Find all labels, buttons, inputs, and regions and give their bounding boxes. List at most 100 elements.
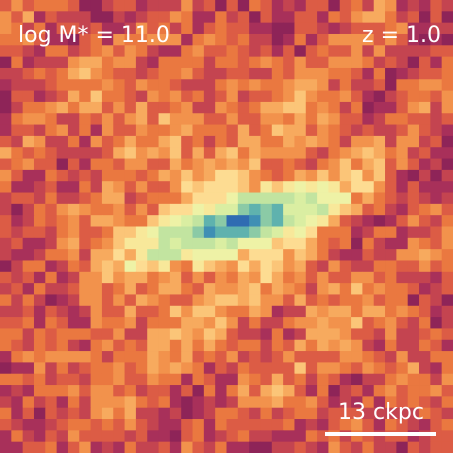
pixel bbox=[136, 136, 148, 148]
pixel bbox=[272, 79, 284, 91]
pixel bbox=[227, 11, 239, 23]
pixel bbox=[396, 204, 408, 216]
pixel bbox=[79, 294, 91, 306]
pixel bbox=[442, 159, 453, 171]
pixel bbox=[102, 272, 114, 284]
pixel bbox=[340, 283, 352, 295]
pixel bbox=[113, 249, 125, 261]
pixel bbox=[204, 136, 216, 148]
pixel bbox=[306, 272, 318, 284]
pixel bbox=[34, 260, 46, 272]
pixel bbox=[442, 408, 453, 420]
pixel bbox=[136, 11, 148, 23]
pixel bbox=[442, 294, 453, 306]
pixel bbox=[113, 159, 125, 171]
pixel bbox=[328, 11, 340, 23]
pixel bbox=[79, 249, 91, 261]
pixel bbox=[57, 374, 69, 386]
pixel bbox=[238, 351, 250, 363]
pixel bbox=[45, 193, 57, 205]
pixel bbox=[170, 125, 182, 137]
pixel bbox=[181, 396, 193, 408]
pixel bbox=[23, 294, 35, 306]
pixel bbox=[68, 362, 80, 374]
pixel bbox=[294, 238, 306, 250]
pixel bbox=[396, 294, 408, 306]
pixel bbox=[147, 147, 159, 159]
pixel bbox=[272, 328, 284, 340]
pixel bbox=[340, 159, 352, 171]
pixel bbox=[45, 136, 57, 148]
pixel bbox=[442, 91, 453, 103]
pixel bbox=[340, 306, 352, 318]
pixel bbox=[374, 91, 386, 103]
pixel bbox=[34, 204, 46, 216]
pixel bbox=[181, 249, 193, 261]
pixel bbox=[159, 204, 171, 216]
pixel bbox=[181, 113, 193, 125]
pixel bbox=[317, 374, 329, 386]
pixel bbox=[408, 113, 420, 125]
pixel bbox=[238, 102, 250, 114]
pixel bbox=[396, 159, 408, 171]
pixel bbox=[442, 328, 453, 340]
pixel bbox=[351, 215, 363, 227]
pixel bbox=[249, 23, 261, 35]
pixel bbox=[0, 113, 12, 125]
pixel bbox=[283, 159, 295, 171]
pixel bbox=[215, 181, 227, 193]
pixel bbox=[181, 79, 193, 91]
pixel bbox=[351, 34, 363, 46]
pixel bbox=[57, 113, 69, 125]
pixel bbox=[317, 170, 329, 182]
pixel bbox=[328, 238, 340, 250]
pixel bbox=[170, 351, 182, 363]
pixel bbox=[79, 351, 91, 363]
pixel bbox=[0, 193, 12, 205]
pixel bbox=[351, 147, 363, 159]
pixel bbox=[238, 23, 250, 35]
pixel bbox=[57, 249, 69, 261]
pixel bbox=[442, 34, 453, 46]
pixel bbox=[79, 113, 91, 125]
pixel bbox=[227, 147, 239, 159]
pixel bbox=[215, 113, 227, 125]
pixel bbox=[45, 113, 57, 125]
pixel bbox=[193, 249, 205, 261]
pixel bbox=[283, 0, 295, 12]
pixel bbox=[408, 136, 420, 148]
pixel bbox=[102, 351, 114, 363]
pixel bbox=[396, 340, 408, 352]
pixel bbox=[34, 68, 46, 80]
pixel bbox=[340, 227, 352, 239]
pixel bbox=[306, 68, 318, 80]
pixel bbox=[430, 260, 442, 272]
pixel bbox=[159, 385, 171, 397]
pixel bbox=[294, 419, 306, 431]
pixel bbox=[91, 385, 103, 397]
pixel bbox=[328, 23, 340, 35]
pixel bbox=[0, 45, 12, 57]
pixel bbox=[91, 362, 103, 374]
pixel bbox=[125, 193, 137, 205]
pixel bbox=[136, 193, 148, 205]
pixel bbox=[396, 57, 408, 69]
pixel bbox=[362, 102, 374, 114]
pixel bbox=[283, 362, 295, 374]
pixel bbox=[238, 238, 250, 250]
pixel bbox=[68, 408, 80, 420]
pixel bbox=[68, 317, 80, 329]
pixel bbox=[362, 79, 374, 91]
pixel bbox=[351, 294, 363, 306]
pixel bbox=[328, 249, 340, 261]
pixel bbox=[125, 385, 137, 397]
pixel bbox=[340, 272, 352, 284]
pixel bbox=[136, 317, 148, 329]
pixel bbox=[79, 374, 91, 386]
pixel bbox=[11, 442, 23, 453]
pixel bbox=[91, 227, 103, 239]
pixel bbox=[283, 283, 295, 295]
pixel bbox=[306, 193, 318, 205]
pixel bbox=[408, 362, 420, 374]
pixel bbox=[45, 283, 57, 295]
